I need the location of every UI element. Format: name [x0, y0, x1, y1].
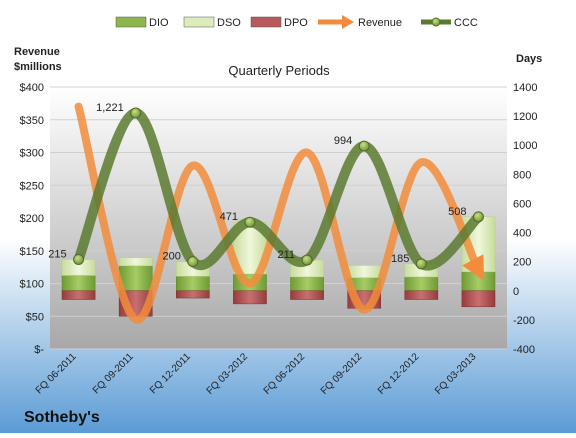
left-axis-label-line2: $millions: [14, 61, 62, 73]
dpo-bar: [175, 290, 210, 299]
ccc-point: [187, 256, 199, 268]
dio-bar: [461, 271, 496, 292]
right-tick-label: -200: [513, 315, 535, 327]
ccc-point: [301, 254, 313, 266]
legend-label: DPO: [284, 17, 308, 29]
right-tick-label: 1400: [513, 82, 537, 94]
right-tick-label: 400: [513, 228, 531, 240]
right-tick-label: 1000: [513, 140, 537, 152]
dso-bar: [118, 257, 153, 266]
legend-label: CCC: [454, 17, 478, 29]
dpo-bar: [461, 290, 496, 308]
ccc-point: [472, 211, 484, 223]
ccc-layer: 215 1,221 200 471 211 994 185 508: [48, 102, 484, 271]
ccc-point: [73, 253, 85, 265]
dio-bar: [290, 276, 324, 292]
left-tick-label: $250: [20, 180, 44, 192]
dio-bar: [118, 265, 153, 292]
dio-bar: [61, 275, 96, 292]
left-axis-label-line1: Revenue: [14, 46, 60, 58]
left-tick-label: $50: [26, 311, 44, 323]
right-tick-label: 1200: [513, 111, 537, 123]
dpo-bar: [290, 290, 324, 300]
legend-label: DSO: [217, 17, 241, 29]
left-tick-label: $200: [20, 213, 44, 225]
ccc-data-label: 1,221: [96, 102, 124, 114]
ccc-data-label: 994: [334, 135, 352, 147]
right-axis-ticks: 1400 1200 1000 800 600 400 200 0 -200 -400: [513, 82, 537, 356]
ccc-data-label: 185: [391, 253, 409, 265]
right-tick-label: 800: [513, 169, 531, 181]
dpo-bar: [61, 290, 96, 300]
left-tick-label: $350: [20, 115, 44, 127]
ccc-data-label: 211: [278, 249, 296, 261]
ccc-data-label: 471: [220, 211, 238, 223]
left-tick-label: $150: [20, 246, 44, 258]
legend-arrowhead: [342, 15, 354, 29]
left-tick-label: $400: [20, 82, 44, 94]
ccc-data-label: 215: [48, 248, 66, 260]
right-axis-label: Days: [516, 53, 542, 65]
right-tick-label: 600: [513, 198, 531, 210]
chart-title: Quarterly Periods: [228, 63, 330, 78]
ccc-point: [130, 107, 142, 119]
dpo-bar: [233, 290, 267, 305]
ccc-data-label: 200: [162, 251, 180, 263]
dpo-bar: [404, 290, 439, 300]
left-tick-label: $-: [34, 344, 44, 356]
ccc-data-label: 508: [448, 206, 466, 218]
left-tick-label: $100: [20, 279, 44, 291]
legend-swatch-dio: [115, 16, 147, 28]
legend-label: DIO: [149, 17, 169, 29]
legend-swatch-dso: [183, 16, 215, 28]
right-tick-label: 0: [513, 286, 519, 298]
legend-swatch-dpo: [250, 16, 282, 28]
legend: DIO DSO DPO Revenue CCC: [115, 15, 478, 29]
legend-label: Revenue: [358, 17, 402, 29]
ccc-point: [244, 216, 256, 228]
ccc-point: [415, 258, 427, 270]
dio-bar: [404, 276, 439, 292]
legend-dot: [431, 17, 441, 27]
ccc-point: [358, 140, 370, 152]
dio-bar: [175, 275, 210, 292]
company-name: Sotheby's: [24, 409, 100, 426]
left-tick-label: $300: [20, 148, 44, 160]
right-tick-label: -400: [513, 344, 535, 356]
left-axis-ticks: $400 $350 $300 $250 $200 $150 $100 $50 $-: [20, 82, 45, 356]
dso-bar: [347, 265, 382, 278]
right-tick-label: 200: [513, 257, 531, 269]
